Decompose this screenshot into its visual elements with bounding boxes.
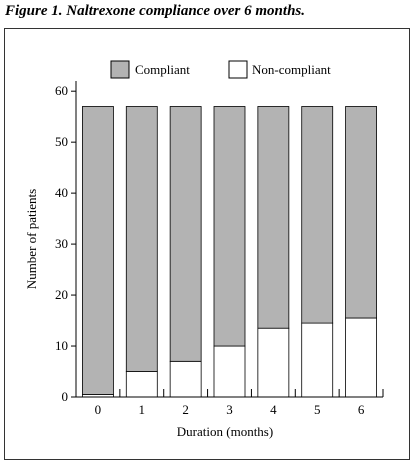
legend-label-compliant: Compliant bbox=[135, 62, 190, 77]
x-tick-label-1: 1 bbox=[139, 402, 146, 417]
x-tick-label-0: 0 bbox=[95, 402, 102, 417]
bar-compliant-2 bbox=[169, 106, 202, 362]
x-tick-label-3: 3 bbox=[226, 402, 233, 417]
y-tick-label-10: 10 bbox=[55, 338, 68, 353]
figure-title: Figure 1. Naltrexone compliance over 6 m… bbox=[5, 3, 305, 19]
bar-non-compliant-4 bbox=[257, 327, 290, 398]
bar-compliant-1 bbox=[125, 106, 158, 372]
x-tick-label-5: 5 bbox=[314, 402, 321, 417]
bar-non-compliant-3 bbox=[213, 345, 246, 398]
x-tick-label-4: 4 bbox=[270, 402, 277, 417]
bar-non-compliant-5 bbox=[301, 322, 334, 398]
bar-compliant-0 bbox=[82, 106, 114, 395]
y-axis-label: Number of patients bbox=[24, 189, 39, 289]
bar-compliant-3 bbox=[213, 106, 246, 347]
bar-non-compliant-1 bbox=[125, 371, 158, 398]
legend: Compliant Non-compliant bbox=[110, 60, 331, 79]
legend-swatch-noncompliant bbox=[228, 60, 248, 79]
y-tick-label-30: 30 bbox=[55, 236, 68, 251]
y-tick-label-20: 20 bbox=[55, 287, 68, 302]
x-tick-label-6: 6 bbox=[358, 402, 365, 417]
bar-non-compliant-2 bbox=[169, 360, 202, 398]
y-tick-label-0: 0 bbox=[62, 389, 69, 404]
y-tick-label-50: 50 bbox=[55, 134, 68, 149]
y-tick-label-40: 40 bbox=[55, 185, 68, 200]
x-axis-label: Duration (months) bbox=[177, 424, 273, 439]
x-tick-label-2: 2 bbox=[182, 402, 189, 417]
bar-compliant-6 bbox=[345, 106, 377, 319]
bars-group bbox=[82, 106, 377, 398]
bar-compliant-4 bbox=[257, 106, 290, 329]
y-tick-label-60: 60 bbox=[55, 83, 68, 98]
bar-non-compliant-6 bbox=[345, 317, 377, 398]
x-ticks-group: 0 1 2 3 4 5 6 bbox=[75, 389, 384, 417]
figure-frame bbox=[4, 28, 410, 460]
legend-swatch-compliant bbox=[110, 60, 130, 79]
y-ticks-group: 0 10 20 30 40 50 60 bbox=[55, 83, 76, 404]
bar-compliant-5 bbox=[301, 106, 334, 324]
legend-label-noncompliant: Non-compliant bbox=[252, 62, 331, 77]
